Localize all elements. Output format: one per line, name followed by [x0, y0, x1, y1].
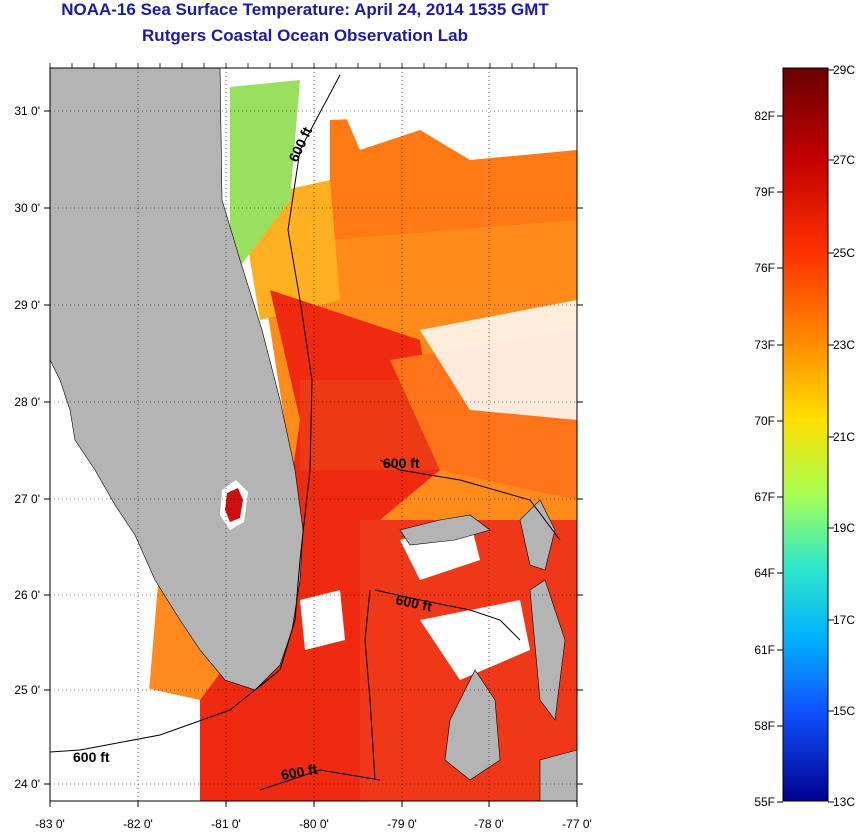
contour-label-south: 600 ft [280, 761, 319, 783]
lon-label: -82 0' [123, 817, 153, 831]
lat-label: 24 0' [14, 777, 40, 791]
lat-label: 25 0' [14, 683, 40, 697]
lon-label: -77 0' [562, 817, 592, 831]
contour-label-bahamas-south: 600 ft [394, 591, 433, 614]
cloud-patch-3 [300, 590, 345, 650]
cloud-patch-2 [420, 600, 530, 680]
colorbar-label-f: 70F [754, 414, 775, 428]
colorbar-label-f: 55F [754, 795, 775, 809]
latitude-labels: 31 0' 30 0' 29 0' 28 0' 27 0' 26 0' 25 0' 24 0' [14, 104, 40, 791]
lon-label: -83 0' [35, 817, 65, 831]
map-title: NOAA-16 Sea Surface Temperature: April 2… [61, 0, 549, 19]
colorbar-label-c: 25C [833, 246, 855, 260]
cloud-north [330, 72, 577, 160]
contour-line-south [259, 769, 381, 791]
colorbar-label-c: 29C [833, 63, 855, 77]
colorbar-label-f: 58F [754, 719, 775, 733]
lon-label: -78 0' [474, 817, 504, 831]
contour-line-bahamas [364, 459, 561, 781]
lake-warm-water [225, 488, 243, 522]
colorbar-label-f: 73F [754, 338, 775, 352]
lat-label: 27 0' [14, 492, 40, 506]
abaco [519, 499, 556, 571]
lat-label: 26 0' [14, 588, 40, 602]
colorbar-label-f: 82F [754, 109, 775, 123]
lat-label: 30 0' [14, 201, 40, 215]
eleuthera [529, 579, 566, 721]
contour-label-gulf: 600 ft [73, 749, 110, 765]
map-panel: 600 ft 600 ft 600 ft 600 ft 600 ft [50, 68, 577, 801]
colorbar-label-c: 13C [833, 795, 855, 809]
colorbar [782, 67, 829, 802]
colorbar-label-c: 27C [833, 153, 855, 167]
colorbar-label-c: 17C [833, 613, 855, 627]
contour-line-main [50, 74, 341, 753]
colorbar-label-c: 19C [833, 521, 855, 535]
lat-label: 29 0' [14, 298, 40, 312]
cuba-edge [539, 749, 577, 801]
lon-label: -79 0' [387, 817, 417, 831]
colorbar-label-c: 15C [833, 704, 855, 718]
graticule [44, 63, 583, 807]
grand-bahama [399, 514, 491, 546]
contour-label-bahamas-north: 600 ft [383, 455, 420, 471]
colorbar-label-f: 64F [754, 566, 775, 580]
lon-label: -80 0' [299, 817, 329, 831]
colorbar-label-f: 67F [754, 490, 775, 504]
colorbar-celsius-labels: 29C 27C 25C 23C 21C 19C 17C 15C 13C [828, 63, 855, 809]
colorbar-fahrenheit-labels: 82F 79F 76F 73F 70F 67F 64F 61F 58F 55F [754, 109, 783, 809]
lon-label: -81 0' [211, 817, 241, 831]
lat-label: 28 0' [14, 395, 40, 409]
ocean-red-mid [300, 380, 440, 470]
colorbar-label-f: 79F [754, 185, 775, 199]
colorbar-label-c: 21C [833, 430, 855, 444]
longitude-labels: -83 0' -82 0' -81 0' -80 0' -79 0' -78 0' -77 … [35, 817, 592, 831]
colorbar-label-c: 23C [833, 338, 855, 352]
lat-label: 31 0' [14, 104, 40, 118]
cloud-east [420, 300, 577, 420]
map-subtitle: Rutgers Coastal Ocean Observation Lab [142, 26, 468, 45]
colorbar-label-f: 76F [754, 261, 775, 275]
andros [444, 669, 501, 781]
florida-land [50, 68, 304, 691]
colorbar-label-f: 61F [754, 643, 775, 657]
